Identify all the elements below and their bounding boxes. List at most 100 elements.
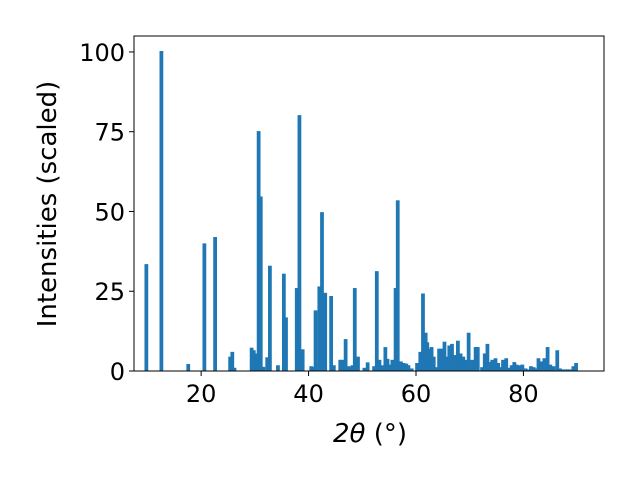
x-axis-label: 2θ (°) [333,419,407,449]
bar [470,359,475,371]
bar [482,353,487,371]
bar [352,288,357,371]
bar [261,366,266,371]
bar [517,365,522,371]
bar [251,350,256,371]
bar [485,343,490,371]
bar [498,367,503,371]
bar [574,363,578,371]
bar [439,348,444,371]
bar [401,363,406,371]
bar [501,359,505,371]
bar [323,292,328,371]
bar [159,51,164,371]
bar [415,363,419,371]
bar [456,340,460,371]
bar [377,359,382,371]
bar [431,356,436,371]
bar [520,364,525,371]
x-tick-label: 20 [186,380,217,408]
bar [463,359,468,371]
bar [560,369,565,371]
bar [512,362,517,371]
bar [340,359,345,371]
bar [545,347,550,371]
x-tick-label: 80 [508,380,539,408]
bar [409,368,414,371]
bar [331,365,336,371]
bar [493,358,498,371]
bar [365,362,370,371]
bar [536,358,541,371]
bar [254,353,259,371]
bar [447,345,452,371]
bar [230,351,235,371]
bar [504,358,509,371]
bar [313,310,318,371]
x-axis-label-unit: (°) [365,419,407,449]
bar [249,347,254,371]
bars-group [144,51,578,372]
bar [429,347,434,371]
bar [385,358,390,371]
bar [458,353,463,371]
bar [380,365,385,371]
bar [418,351,423,371]
y-tick-label: 75 [94,119,125,147]
bar [563,369,568,371]
bar [258,196,263,371]
bar [425,342,430,371]
bar [320,212,324,371]
bar [442,341,447,371]
bar [571,366,576,371]
bar [144,264,149,371]
bar [558,368,562,371]
bar [529,366,533,371]
bar [350,365,355,371]
bar [473,347,478,371]
bar [421,293,425,371]
bar [265,357,270,371]
bar [490,359,495,371]
bar [542,358,547,371]
ticks-group: 20 40 60 80 0 25 50 75 100 [79,39,539,408]
bar [475,347,480,371]
bar [393,288,398,371]
bar [343,339,348,371]
bar [496,363,501,371]
bar [404,363,409,371]
bar [390,359,395,371]
y-tick-label: 25 [94,278,125,306]
y-tick-label: 0 [110,358,125,386]
bar [437,348,441,371]
bar [480,367,484,371]
bar [509,365,514,371]
bar [317,286,322,371]
bar [531,367,536,371]
bar [232,367,237,371]
bar [356,356,360,371]
bar [294,288,299,371]
bar [555,350,560,371]
bar [466,332,471,371]
bar [534,368,539,371]
bar [383,347,388,371]
bar [297,115,302,372]
y-tick-label: 100 [79,39,125,67]
bar [213,237,217,371]
bar [387,364,392,371]
bar [568,369,573,371]
bar [202,243,207,371]
bar [551,366,556,371]
bar [526,369,531,371]
bar [453,355,458,371]
bar [566,369,570,371]
bar [374,271,379,371]
bar [268,265,272,371]
bar [372,366,376,371]
bar [338,359,343,371]
bar [539,361,544,371]
bar [276,365,280,371]
bar [300,349,305,371]
x-axis-label-symbol: 2θ [333,419,366,449]
